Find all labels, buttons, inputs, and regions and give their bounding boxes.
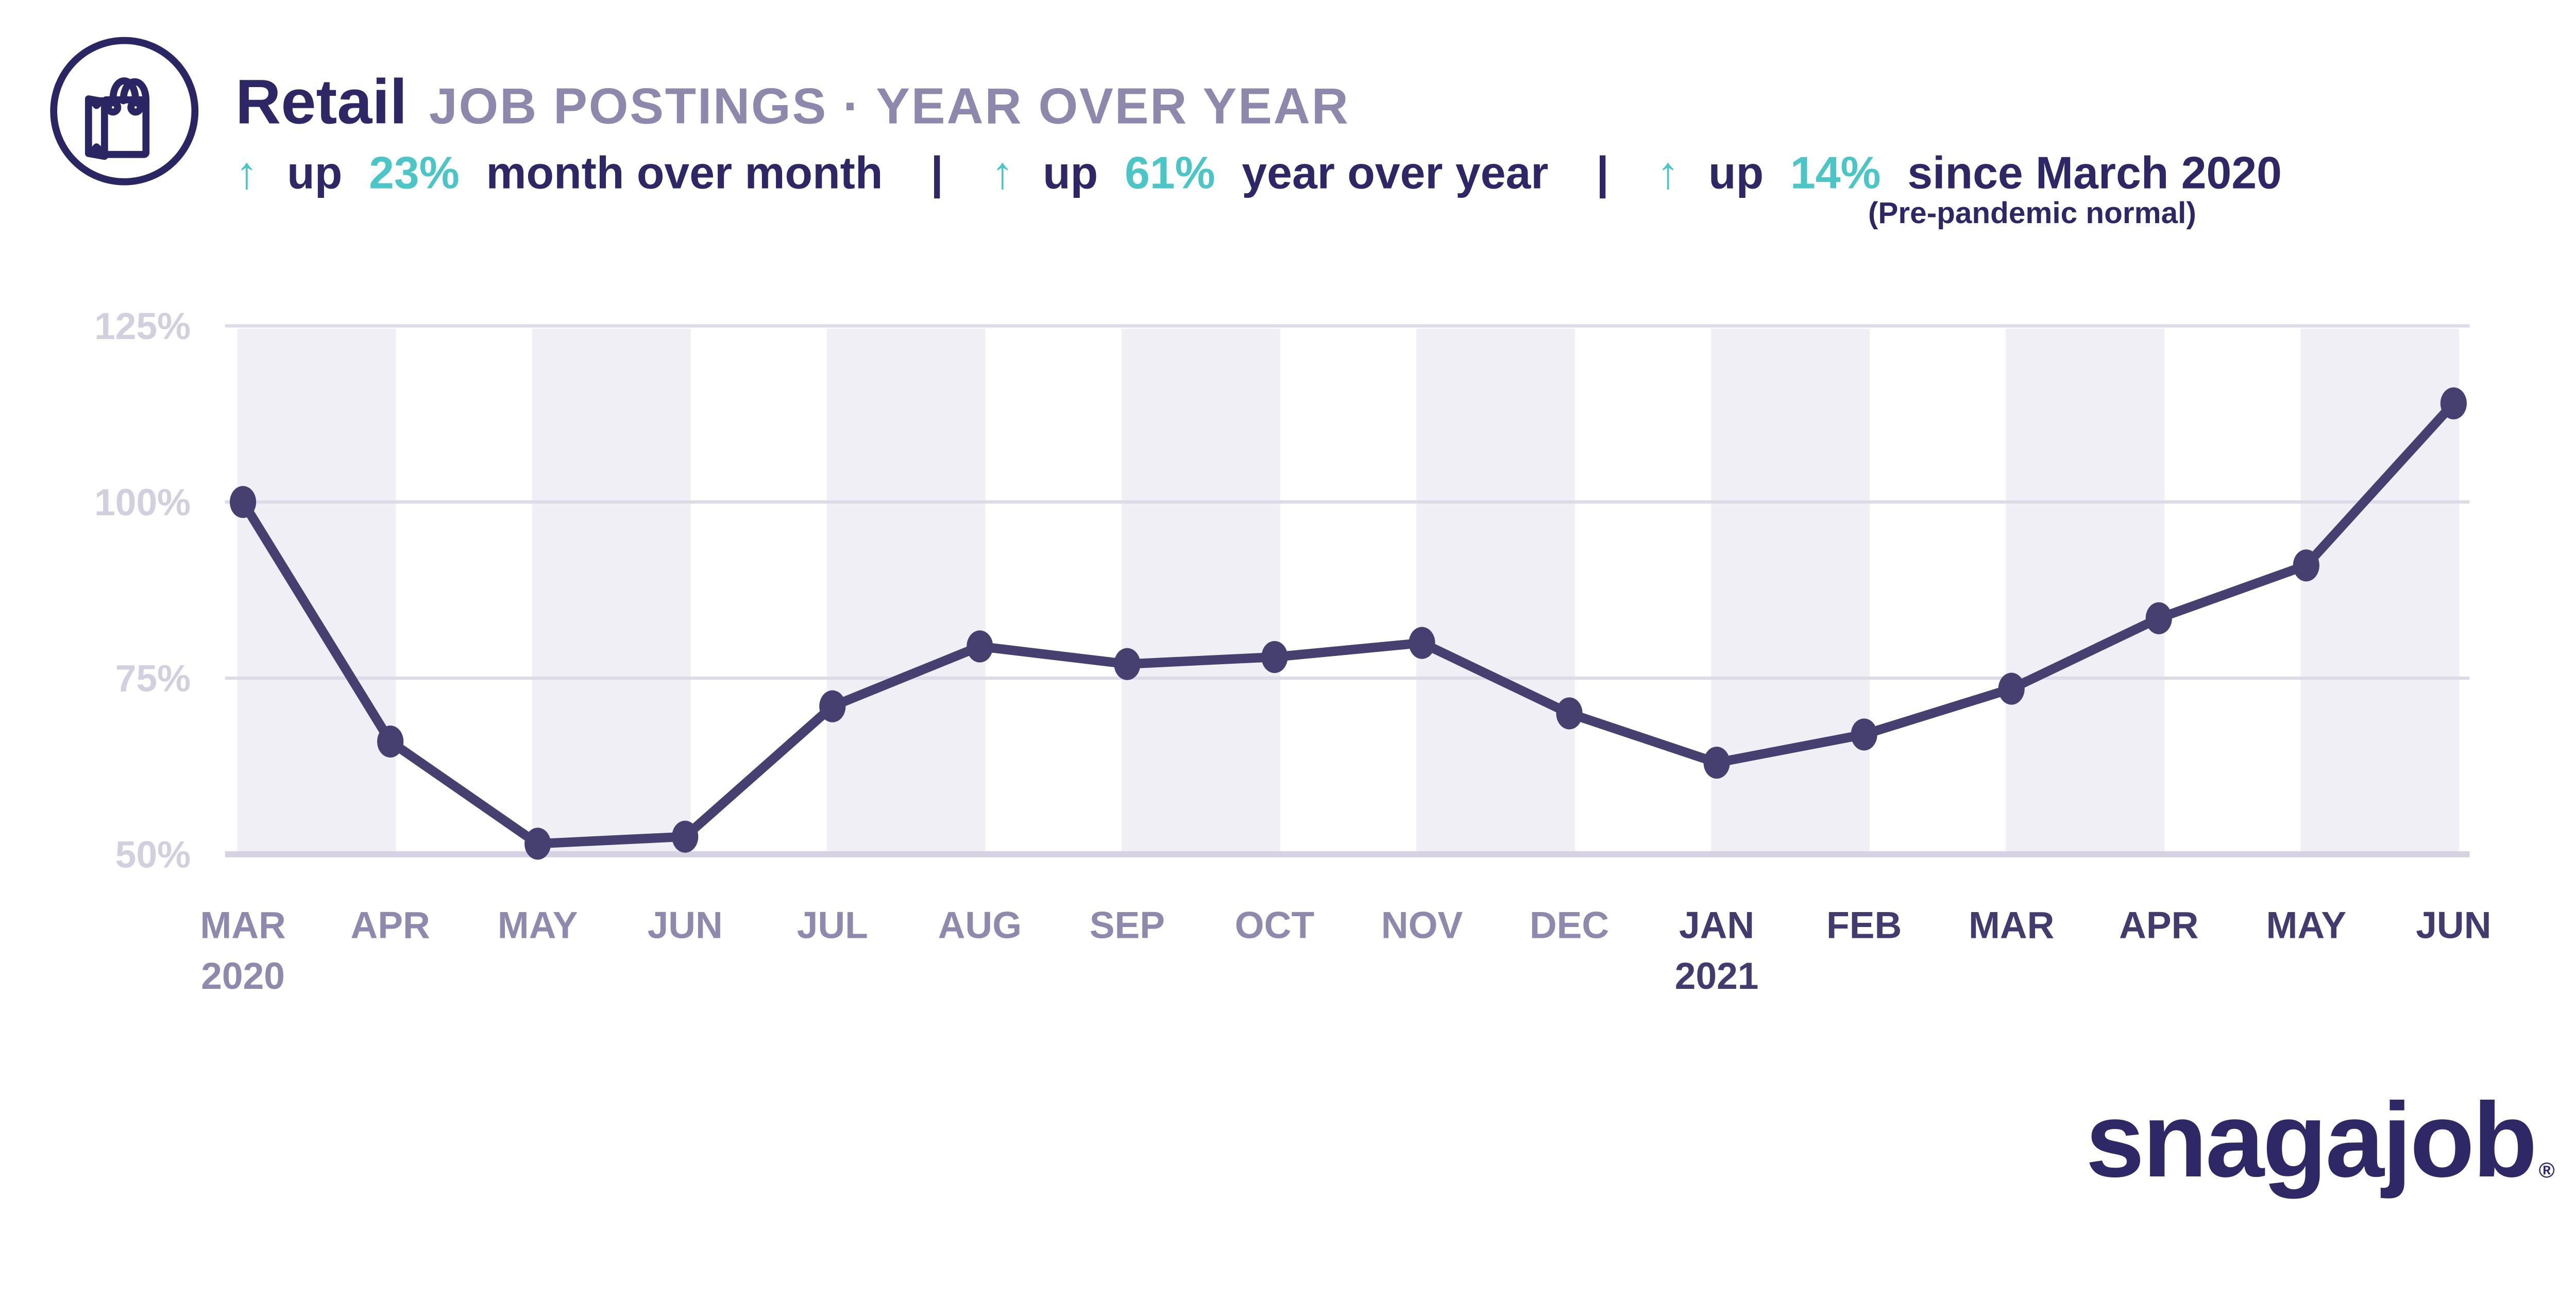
page-title: Retail JOB POSTINGS · YEAR OVER YEAR xyxy=(235,66,1350,137)
y-axis-label: 125% xyxy=(94,306,191,347)
line-chart: 125%100%75%50%MAR APR MAY JUN JUL AUG SEP OCT NO… xyxy=(94,306,2491,997)
trend-line xyxy=(238,398,2459,849)
stat-yoy-suffix: year over year xyxy=(1242,148,1548,198)
data-point-MAR-2021 xyxy=(1998,672,2025,705)
data-point-MAY-2021 xyxy=(2293,549,2319,582)
stat-yoy-prefix: up xyxy=(1043,148,1098,198)
x-axis-year-label: 2020 xyxy=(201,955,285,997)
stat-since-suffix: since March 2020 xyxy=(1907,148,2282,198)
x-axis-label: APR xyxy=(2119,905,2198,947)
y-axis-label: 75% xyxy=(115,658,191,700)
stat-mom-suffix: month over month xyxy=(486,148,883,198)
month-band xyxy=(532,328,691,854)
shopping-bag-icon xyxy=(50,37,199,186)
stat-mom-value: 23% xyxy=(369,148,460,198)
data-point-MAY-2020 xyxy=(524,828,551,860)
y-axis-label: 50% xyxy=(115,834,191,875)
data-point-NOV-2020 xyxy=(1409,627,1435,659)
stat-since-value: 14% xyxy=(1790,148,1881,198)
header: Retail JOB POSTINGS · YEAR OVER YEAR ↑ u… xyxy=(50,37,2282,230)
x-axis-label: FEB xyxy=(1826,905,1902,947)
data-point-JUN-2020 xyxy=(672,820,699,853)
stats-row: ↑ up 23% month over month | ↑ up 61% yea… xyxy=(235,148,2282,199)
x-axis-label: JUN xyxy=(648,905,723,947)
stat-since-prefix: up xyxy=(1708,148,1764,198)
data-point-APR-2021 xyxy=(2145,602,2172,634)
x-axis-label: APR xyxy=(350,905,430,947)
month-band xyxy=(237,328,396,854)
page-title-main: Retail xyxy=(235,66,407,137)
data-point-AUG-2020 xyxy=(967,630,993,663)
stat-yoy-value: 61% xyxy=(1125,148,1215,198)
month-band xyxy=(1121,328,1280,854)
x-axis-label: OCT xyxy=(1235,905,1314,947)
data-point-SEP-2020 xyxy=(1114,648,1141,680)
data-point-APR-2020 xyxy=(377,726,404,758)
x-axis-label: MAY xyxy=(498,905,578,947)
x-axis-label: MAY xyxy=(2266,905,2346,947)
x-axis-label: AUG xyxy=(938,905,1022,947)
stat-separator: | xyxy=(930,148,943,199)
data-point-DEC-2020 xyxy=(1556,697,1583,730)
x-axis-label: DEC xyxy=(1530,905,1609,947)
retail-job-postings-infographic: Retail JOB POSTINGS · YEAR OVER YEAR ↑ u… xyxy=(50,37,2555,1199)
footer: snagajob ® xyxy=(2086,1081,2555,1199)
month-band xyxy=(2300,328,2460,854)
x-axis-label: JUN xyxy=(2416,905,2491,947)
snagajob-logo: snagajob xyxy=(2086,1081,2535,1199)
data-point-JUN-2021 xyxy=(2440,387,2467,419)
x-axis-label: NOV xyxy=(1381,905,1463,947)
x-axis-label: MAR xyxy=(1969,905,2055,947)
y-axis-label: 100% xyxy=(94,482,191,524)
stat-separator: | xyxy=(1596,148,1609,199)
month-band xyxy=(2006,328,2165,854)
month-band xyxy=(1416,328,1575,854)
x-axis-year-label: 2021 xyxy=(1675,955,1759,997)
data-point-FEB-2021 xyxy=(1851,718,1877,751)
registered-mark-icon: ® xyxy=(2539,1158,2555,1182)
up-arrow-icon: ↑ xyxy=(1657,148,1680,198)
page-subtitle: JOB POSTINGS · YEAR OVER YEAR xyxy=(429,77,1350,134)
x-axis-label: SEP xyxy=(1090,905,1165,947)
up-arrow-icon: ↑ xyxy=(235,148,258,198)
up-arrow-icon: ↑ xyxy=(991,148,1014,198)
pre-pandemic-note: (Pre-pandemic normal) xyxy=(1868,196,2196,230)
data-point-MAR-2020 xyxy=(229,486,257,518)
x-axis-label: MAR xyxy=(200,905,286,947)
x-axis-label: JAN xyxy=(1679,905,1754,947)
month-band xyxy=(826,328,986,854)
x-axis-label: JUL xyxy=(797,905,868,947)
stat-mom-prefix: up xyxy=(287,148,342,198)
data-point-JAN-2021 xyxy=(1703,747,1730,779)
month-band xyxy=(1711,328,1870,854)
data-point-OCT-2020 xyxy=(1261,641,1288,673)
data-point-JUL-2020 xyxy=(819,690,846,722)
